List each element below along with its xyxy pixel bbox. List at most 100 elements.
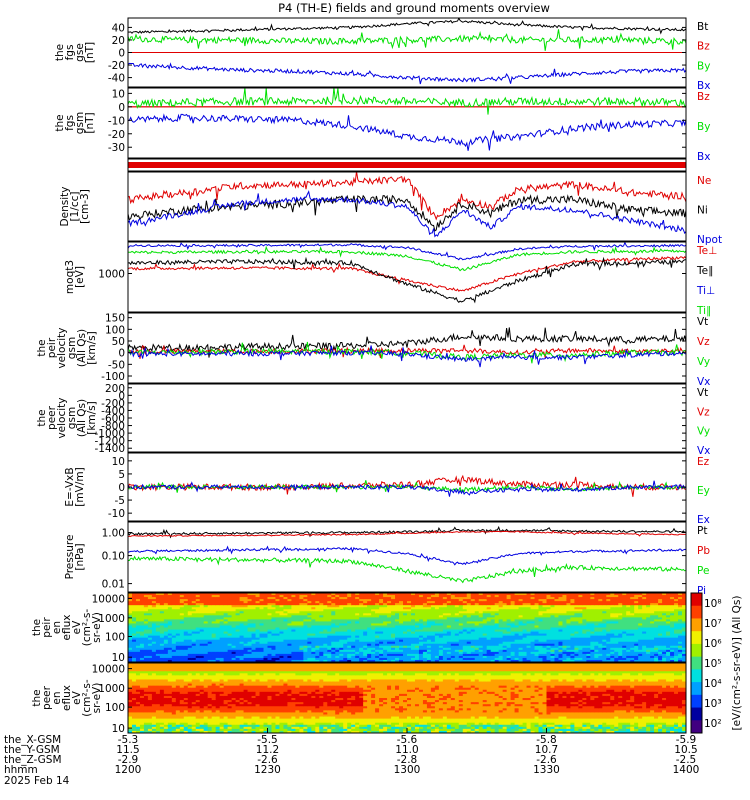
series-line-Vt <box>128 327 686 358</box>
y-axis-label: eflux <box>61 685 73 711</box>
colorbar-segment <box>691 593 702 607</box>
colorbar-segment <box>691 631 702 645</box>
y-axis-label: fgs <box>64 115 76 131</box>
x-axis-row-label: the_X-GSM <box>4 734 61 746</box>
y-tick-label: -400 <box>101 405 125 417</box>
y-tick-label: 0.10 <box>102 551 125 563</box>
y-tick-label: 10000 <box>92 594 125 606</box>
y-tick-label: 100 <box>105 631 125 643</box>
y-tick-label: -20 <box>108 60 125 72</box>
y-tick-label: -40 <box>108 73 125 85</box>
legend-Ni: Ni <box>697 205 708 217</box>
y-axis-label: [nPa] <box>74 543 86 570</box>
colorbar-segment <box>691 643 702 658</box>
series-line-Te∥ <box>128 256 686 304</box>
panel-4: 1000 moqt3[eV] Te⊥ Te∥ Ti⊥ Ti∥ <box>64 241 717 317</box>
legend-Ez: Ez <box>697 456 710 468</box>
y-axis-label: the <box>31 619 43 636</box>
x-tick-label: -5.3 <box>118 734 139 746</box>
series-group <box>128 474 686 497</box>
y-tick-label: 1000 <box>98 613 125 625</box>
colorbar-segment <box>691 694 702 709</box>
y-axis-label: the <box>36 339 48 356</box>
y-axis-label: (All Qs) <box>76 329 88 367</box>
x-tick-label: -2.6 <box>257 754 278 766</box>
series-line-Bx <box>128 113 686 151</box>
series-line-Pi <box>128 545 686 566</box>
y-tick-label: 0 <box>118 102 125 114</box>
panels: 40200-20-40thefgsgse[nT]BtBzByBx100-10-2… <box>31 17 722 735</box>
x-tick-label: -2.8 <box>397 754 418 766</box>
x-tick-label: -2.6 <box>536 754 557 766</box>
y-tick-label: -200 <box>101 398 125 410</box>
panel-frame <box>127 171 687 242</box>
y-axis-label: (cm²-s- <box>81 609 93 647</box>
legend-Vy: Vy <box>697 426 710 438</box>
y-tick-label: 10000 <box>92 664 125 676</box>
y-axis-label: [1/cc] <box>69 192 81 222</box>
y-tick-label: 10 <box>112 88 125 100</box>
y-tick-label: -1200 <box>94 436 125 448</box>
panel-frame <box>127 521 687 593</box>
x-tick-label: -5.5 <box>257 734 278 746</box>
panel-8: 1.00 0.10 0.01 Pressure[nPa] Pt Pb Pe Pi <box>64 521 710 597</box>
panel-3: Density[1/cc][cm-3] Ne Ni Npot <box>59 171 722 246</box>
colorbar-segment <box>691 618 702 632</box>
y-tick-label: 0 <box>118 482 125 494</box>
legend-Ne: Ne <box>697 175 711 187</box>
panel-frame <box>127 241 687 313</box>
y-tick-label: 5 <box>118 469 125 481</box>
y-axis-label: peir <box>41 617 53 638</box>
legend-Npot: Npot <box>697 234 722 246</box>
legend-Ti⊥: Ti⊥ <box>696 285 715 297</box>
y-axis-label: [km/s] <box>86 401 98 435</box>
y-axis-label: peir <box>46 337 58 358</box>
colorbar-tick-label: 10⁷ <box>704 618 722 630</box>
panel-frame <box>127 87 687 159</box>
y-axis-label: [nT] <box>84 112 96 133</box>
y-tick-label: 0 <box>118 390 125 402</box>
y-tick-label: 0 <box>118 348 125 360</box>
legend-Vx: Vx <box>697 445 710 457</box>
y-axis-label: gsm <box>74 112 86 134</box>
y-tick-label: 50 <box>112 336 125 348</box>
y-tick-label: 10 <box>112 652 125 664</box>
y-axis-label: en <box>51 691 63 704</box>
y-tick-label: 150 <box>105 313 125 325</box>
spectrogram-electron <box>128 663 686 733</box>
x-tick-label: -2.9 <box>118 754 139 766</box>
y-axis-label: gsm <box>66 337 78 359</box>
x-tick-label: 1200 <box>115 764 142 776</box>
y-axis-label: gsm <box>66 407 78 429</box>
x-tick-label: 10.7 <box>535 744 558 756</box>
colorbar-frame <box>690 592 703 734</box>
x-tick-label: 1400 <box>673 764 700 776</box>
legend-Pb: Pb <box>697 545 710 557</box>
y-axis-label: the <box>54 44 66 61</box>
y-axis-label: [cm-3] <box>79 189 91 224</box>
colorbar-label: [eV/(cm²-s-sr-eV)] (All Qs) <box>731 596 743 731</box>
colorbar-segment <box>691 707 702 721</box>
y-axis-label: moqt3 <box>64 260 76 294</box>
colorbar-tick-label: 10³ <box>704 698 722 710</box>
series-group <box>128 88 686 151</box>
y-tick-label: -100 <box>101 371 125 383</box>
colorbar-segment <box>691 669 702 683</box>
x-tick-label: 1300 <box>394 764 421 776</box>
series-line-Vx <box>128 345 686 368</box>
legend-By: By <box>697 60 710 72</box>
series-line-Pe <box>128 555 686 584</box>
y-axis-label: [km/s] <box>86 331 98 365</box>
y-tick-label: 100 <box>105 324 125 336</box>
legend-Te∥: Te∥ <box>696 265 713 277</box>
legend-By: By <box>697 121 710 133</box>
y-axis-label: eflux <box>61 615 73 641</box>
x-tick-label: 11.5 <box>116 744 139 756</box>
colorbar-tick-label: 10² <box>704 718 722 730</box>
y-axis-label: peer <box>41 685 53 710</box>
series-line-Ni <box>128 194 686 232</box>
